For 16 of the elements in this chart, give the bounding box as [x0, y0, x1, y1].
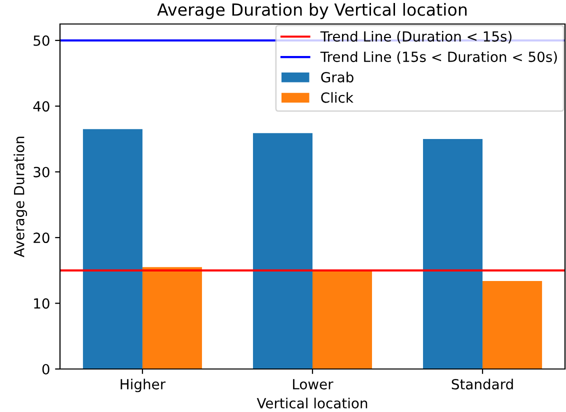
legend-label: Trend Line (15s < Duration < 50s)	[320, 51, 557, 64]
y-tick-label: 30	[34, 166, 50, 178]
y-axis-title: Average Duration	[14, 136, 28, 258]
x-tick-label: Standard	[452, 378, 513, 390]
legend-label: Trend Line (Duration < 15s)	[320, 30, 512, 44]
y-tick-label: 0	[42, 364, 50, 374]
x-axis-title: Vertical location	[256, 398, 368, 408]
y-tick-label: 10	[34, 298, 50, 309]
x-tick-label: Lower	[293, 379, 334, 390]
y-tick-label: 40	[33, 101, 50, 112]
y-tick-label: 20	[34, 232, 50, 244]
legend-label: Click	[321, 92, 354, 103]
y-tick-label: 50	[34, 35, 50, 46]
chart-title: Average Duration by Vertical location	[157, 3, 467, 20]
x-tick-label: Higher	[120, 378, 166, 392]
legend-label: Grab	[321, 72, 354, 82]
